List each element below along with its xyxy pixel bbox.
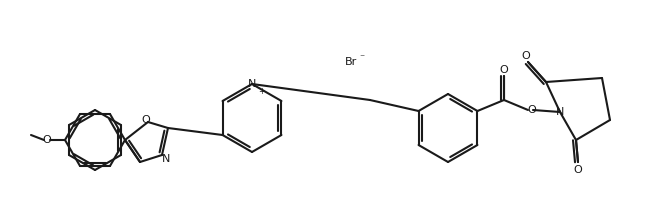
Text: O: O — [522, 51, 530, 61]
Text: O: O — [527, 105, 536, 115]
Text: N: N — [556, 107, 564, 117]
Text: O: O — [574, 165, 582, 175]
Text: Br: Br — [345, 57, 357, 67]
Text: N: N — [248, 79, 256, 89]
Text: N: N — [162, 154, 170, 164]
Text: O: O — [500, 65, 508, 75]
Text: ⁻: ⁻ — [359, 53, 364, 63]
Text: O: O — [141, 115, 150, 125]
Text: +: + — [258, 87, 265, 96]
Text: O: O — [42, 135, 52, 145]
